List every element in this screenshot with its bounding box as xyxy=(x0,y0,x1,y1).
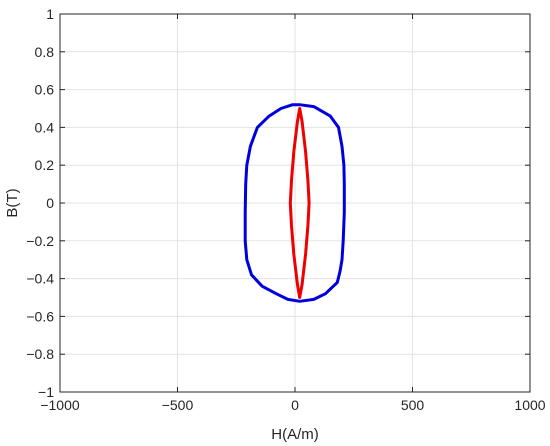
x-tick-label: −500 xyxy=(162,397,194,413)
y-tick-labels: −1 −0.8 −0.6 −0.4 −0.2 0 0.2 0.4 0.6 0.8 1 xyxy=(26,6,54,400)
y-tick-label: 0.6 xyxy=(35,82,55,98)
series-line-1 xyxy=(243,103,346,303)
series-line-2 xyxy=(288,107,311,299)
y-tick-label: 0.2 xyxy=(35,157,55,173)
y-axis-label: B(T) xyxy=(4,188,21,217)
tick-marks xyxy=(59,13,531,393)
x-tick-label: −1000 xyxy=(40,397,80,413)
y-tick-label: 0.8 xyxy=(35,44,55,60)
series-group xyxy=(243,103,346,303)
y-tick-label: −0.6 xyxy=(26,308,54,324)
y-tick-label: −0.4 xyxy=(26,271,54,287)
x-tick-label: 0 xyxy=(291,397,299,413)
y-tick-label: 0 xyxy=(46,195,54,211)
y-tick-label: 1 xyxy=(46,6,54,22)
y-tick-label: −1 xyxy=(38,384,54,400)
y-tick-label: −0.2 xyxy=(26,233,54,249)
x-tick-label: 1000 xyxy=(514,397,545,413)
y-tick-label: 0.4 xyxy=(35,119,55,135)
x-tick-label: 500 xyxy=(401,397,425,413)
y-tick-label: −0.8 xyxy=(26,346,54,362)
x-axis-label: H(A/m) xyxy=(271,426,319,443)
x-tick-labels: −1000 −500 0 500 1000 xyxy=(40,397,545,413)
grid xyxy=(59,13,531,393)
